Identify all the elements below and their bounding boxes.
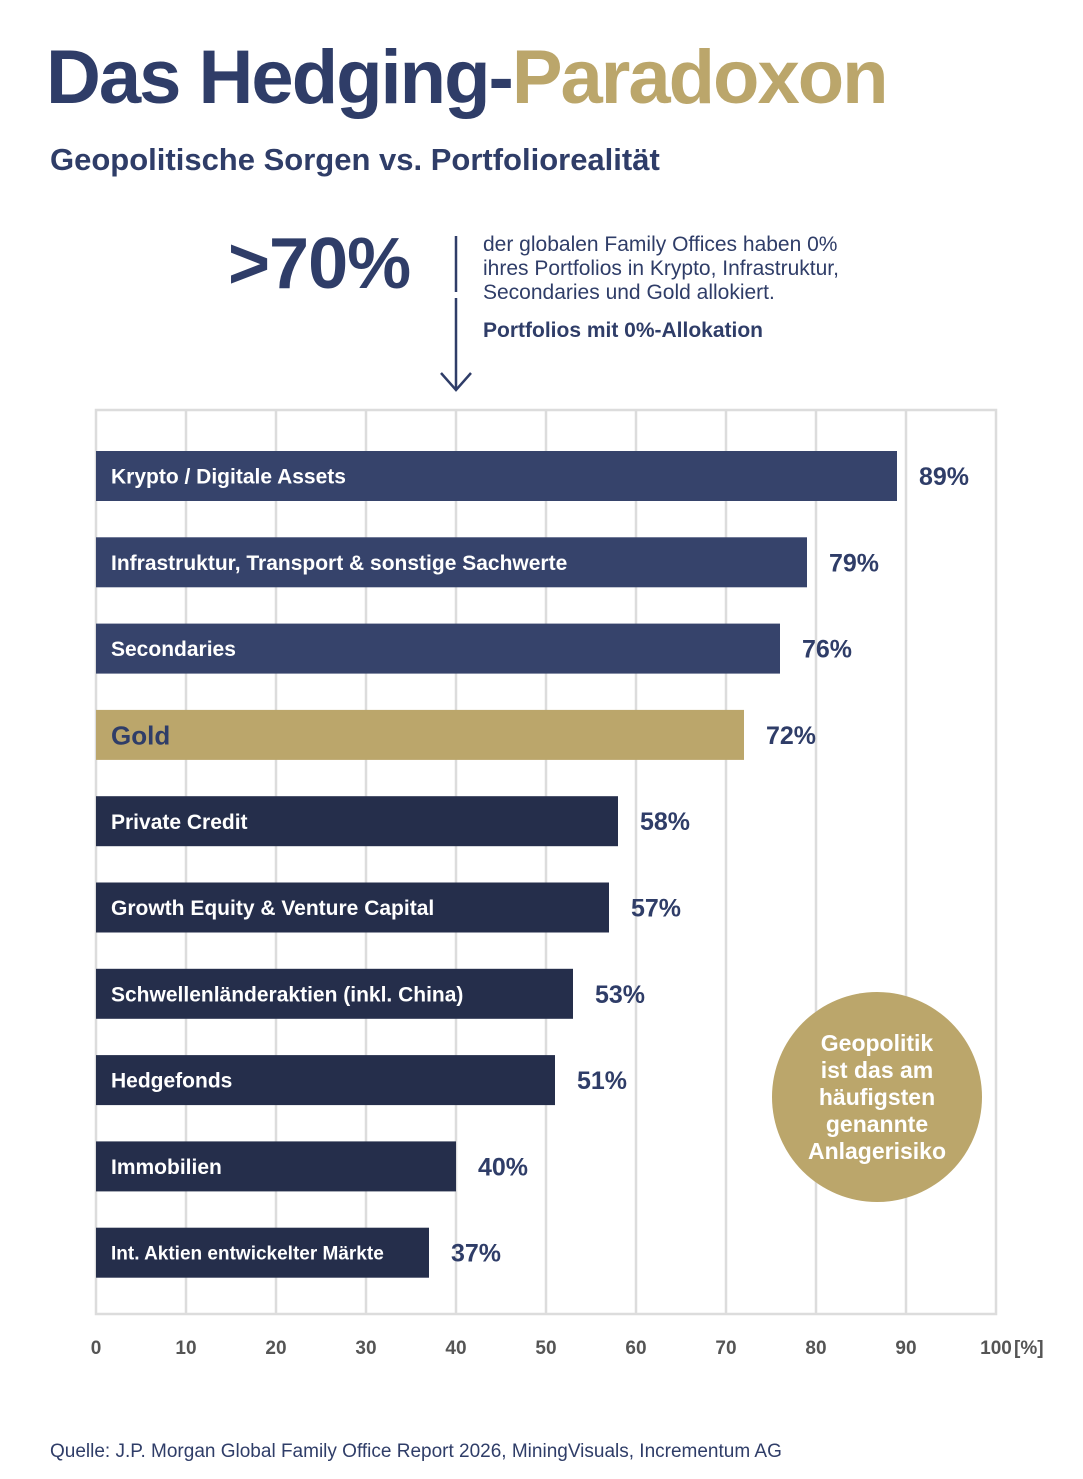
- source-note: Quelle: J.P. Morgan Global Family Office…: [50, 1441, 782, 1462]
- bar-value-label: 37%: [451, 1240, 501, 1268]
- page-subtitle: Geopolitische Sorgen vs. Portfoliorealit…: [50, 142, 660, 177]
- badge-line: Anlagerisiko: [807, 1137, 947, 1164]
- geopolitics-badge: Geopolitik ist das am häufigsten genannt…: [772, 992, 982, 1202]
- bar-value-label: 79%: [829, 549, 879, 577]
- bar-value-label: 57%: [631, 895, 681, 923]
- x-tick-label: 90: [895, 1338, 916, 1359]
- x-tick-label: 60: [625, 1338, 646, 1359]
- bar-category-label: Gold: [111, 720, 170, 750]
- stat-description-line: der globalen Family Offices haben 0%: [483, 233, 838, 256]
- bar-category-label: Secondaries: [111, 638, 236, 661]
- callout-graphics: [440, 236, 472, 392]
- bar: [96, 451, 897, 501]
- x-tick-label: 100: [980, 1338, 1012, 1359]
- x-tick-label: 80: [805, 1338, 826, 1359]
- stat-description-line: ihres Portfolios in Krypto, Infrastruktu…: [483, 257, 839, 280]
- bar: [96, 796, 618, 847]
- bar: [96, 623, 780, 674]
- bar: [96, 968, 573, 1019]
- title-accent: Paradoxon: [511, 35, 889, 120]
- bar-value-label: 53%: [595, 981, 645, 1009]
- bar-value-label: 76%: [802, 636, 852, 664]
- bar-category-label: Schwellenländeraktien (inkl. China): [111, 983, 463, 1006]
- bar-category-label: Growth Equity & Venture Capital: [111, 897, 434, 920]
- bar-category-label: Infrastruktur, Transport & sonstige Sach…: [111, 552, 567, 575]
- bar-value-label: 89%: [919, 463, 969, 491]
- bar: [96, 1055, 555, 1106]
- bar-value-label: 40%: [478, 1153, 528, 1181]
- bar: [96, 709, 744, 760]
- badge-line: genannte: [825, 1110, 929, 1137]
- bars: Krypto / Digitale Assets 89% Infrastruktur…: [96, 451, 969, 1278]
- x-unit-label: [%]: [1014, 1338, 1044, 1359]
- bar: [96, 1141, 456, 1192]
- stat-description-line: Secondaries und Gold allokiert.: [483, 281, 775, 304]
- x-tick-label: 30: [355, 1338, 376, 1359]
- badge-line: häufigsten: [818, 1083, 936, 1110]
- x-tick-label: 20: [265, 1338, 286, 1359]
- bar-category-label: Private Credit: [111, 811, 248, 834]
- bar-category-label: Int. Aktien entwickelter Märkte: [111, 1244, 384, 1265]
- bar: [96, 882, 609, 933]
- bar: [96, 537, 807, 588]
- bar-value-label: 51%: [577, 1067, 627, 1095]
- bar-category-label: Immobilien: [111, 1156, 222, 1179]
- badge-text: Geopolitik ist das am häufigsten genannt…: [777, 1030, 977, 1165]
- x-tick-label: 50: [535, 1338, 556, 1359]
- title-main: Das Hedging-: [46, 35, 514, 120]
- chart-caption: Portfolios mit 0%-Allokation: [483, 319, 764, 342]
- bar-value-label: 72%: [766, 722, 816, 750]
- big-stat-value: >70%: [228, 224, 411, 304]
- stat-description: der globalen Family Offices haben 0% ihr…: [483, 233, 923, 305]
- bar-category-label: Krypto / Digitale Assets: [111, 466, 346, 489]
- badge-line: Geopolitik: [820, 1029, 934, 1056]
- x-axis: 0 10 20 30 40 50 60 70 80 90 100 [%]: [91, 1338, 1044, 1359]
- bar: [96, 1227, 429, 1278]
- page-title: Das Hedging-Paradoxon: [46, 40, 889, 116]
- down-arrow-icon: [440, 372, 472, 392]
- x-tick-label: 0: [91, 1338, 102, 1359]
- x-tick-label: 70: [715, 1338, 736, 1359]
- x-tick-label: 40: [445, 1338, 466, 1359]
- bar-category-label: Hedgefonds: [111, 1070, 232, 1093]
- x-tick-label: 10: [175, 1338, 196, 1359]
- badge-line: ist das am: [820, 1056, 934, 1083]
- bar-value-label: 58%: [640, 808, 690, 836]
